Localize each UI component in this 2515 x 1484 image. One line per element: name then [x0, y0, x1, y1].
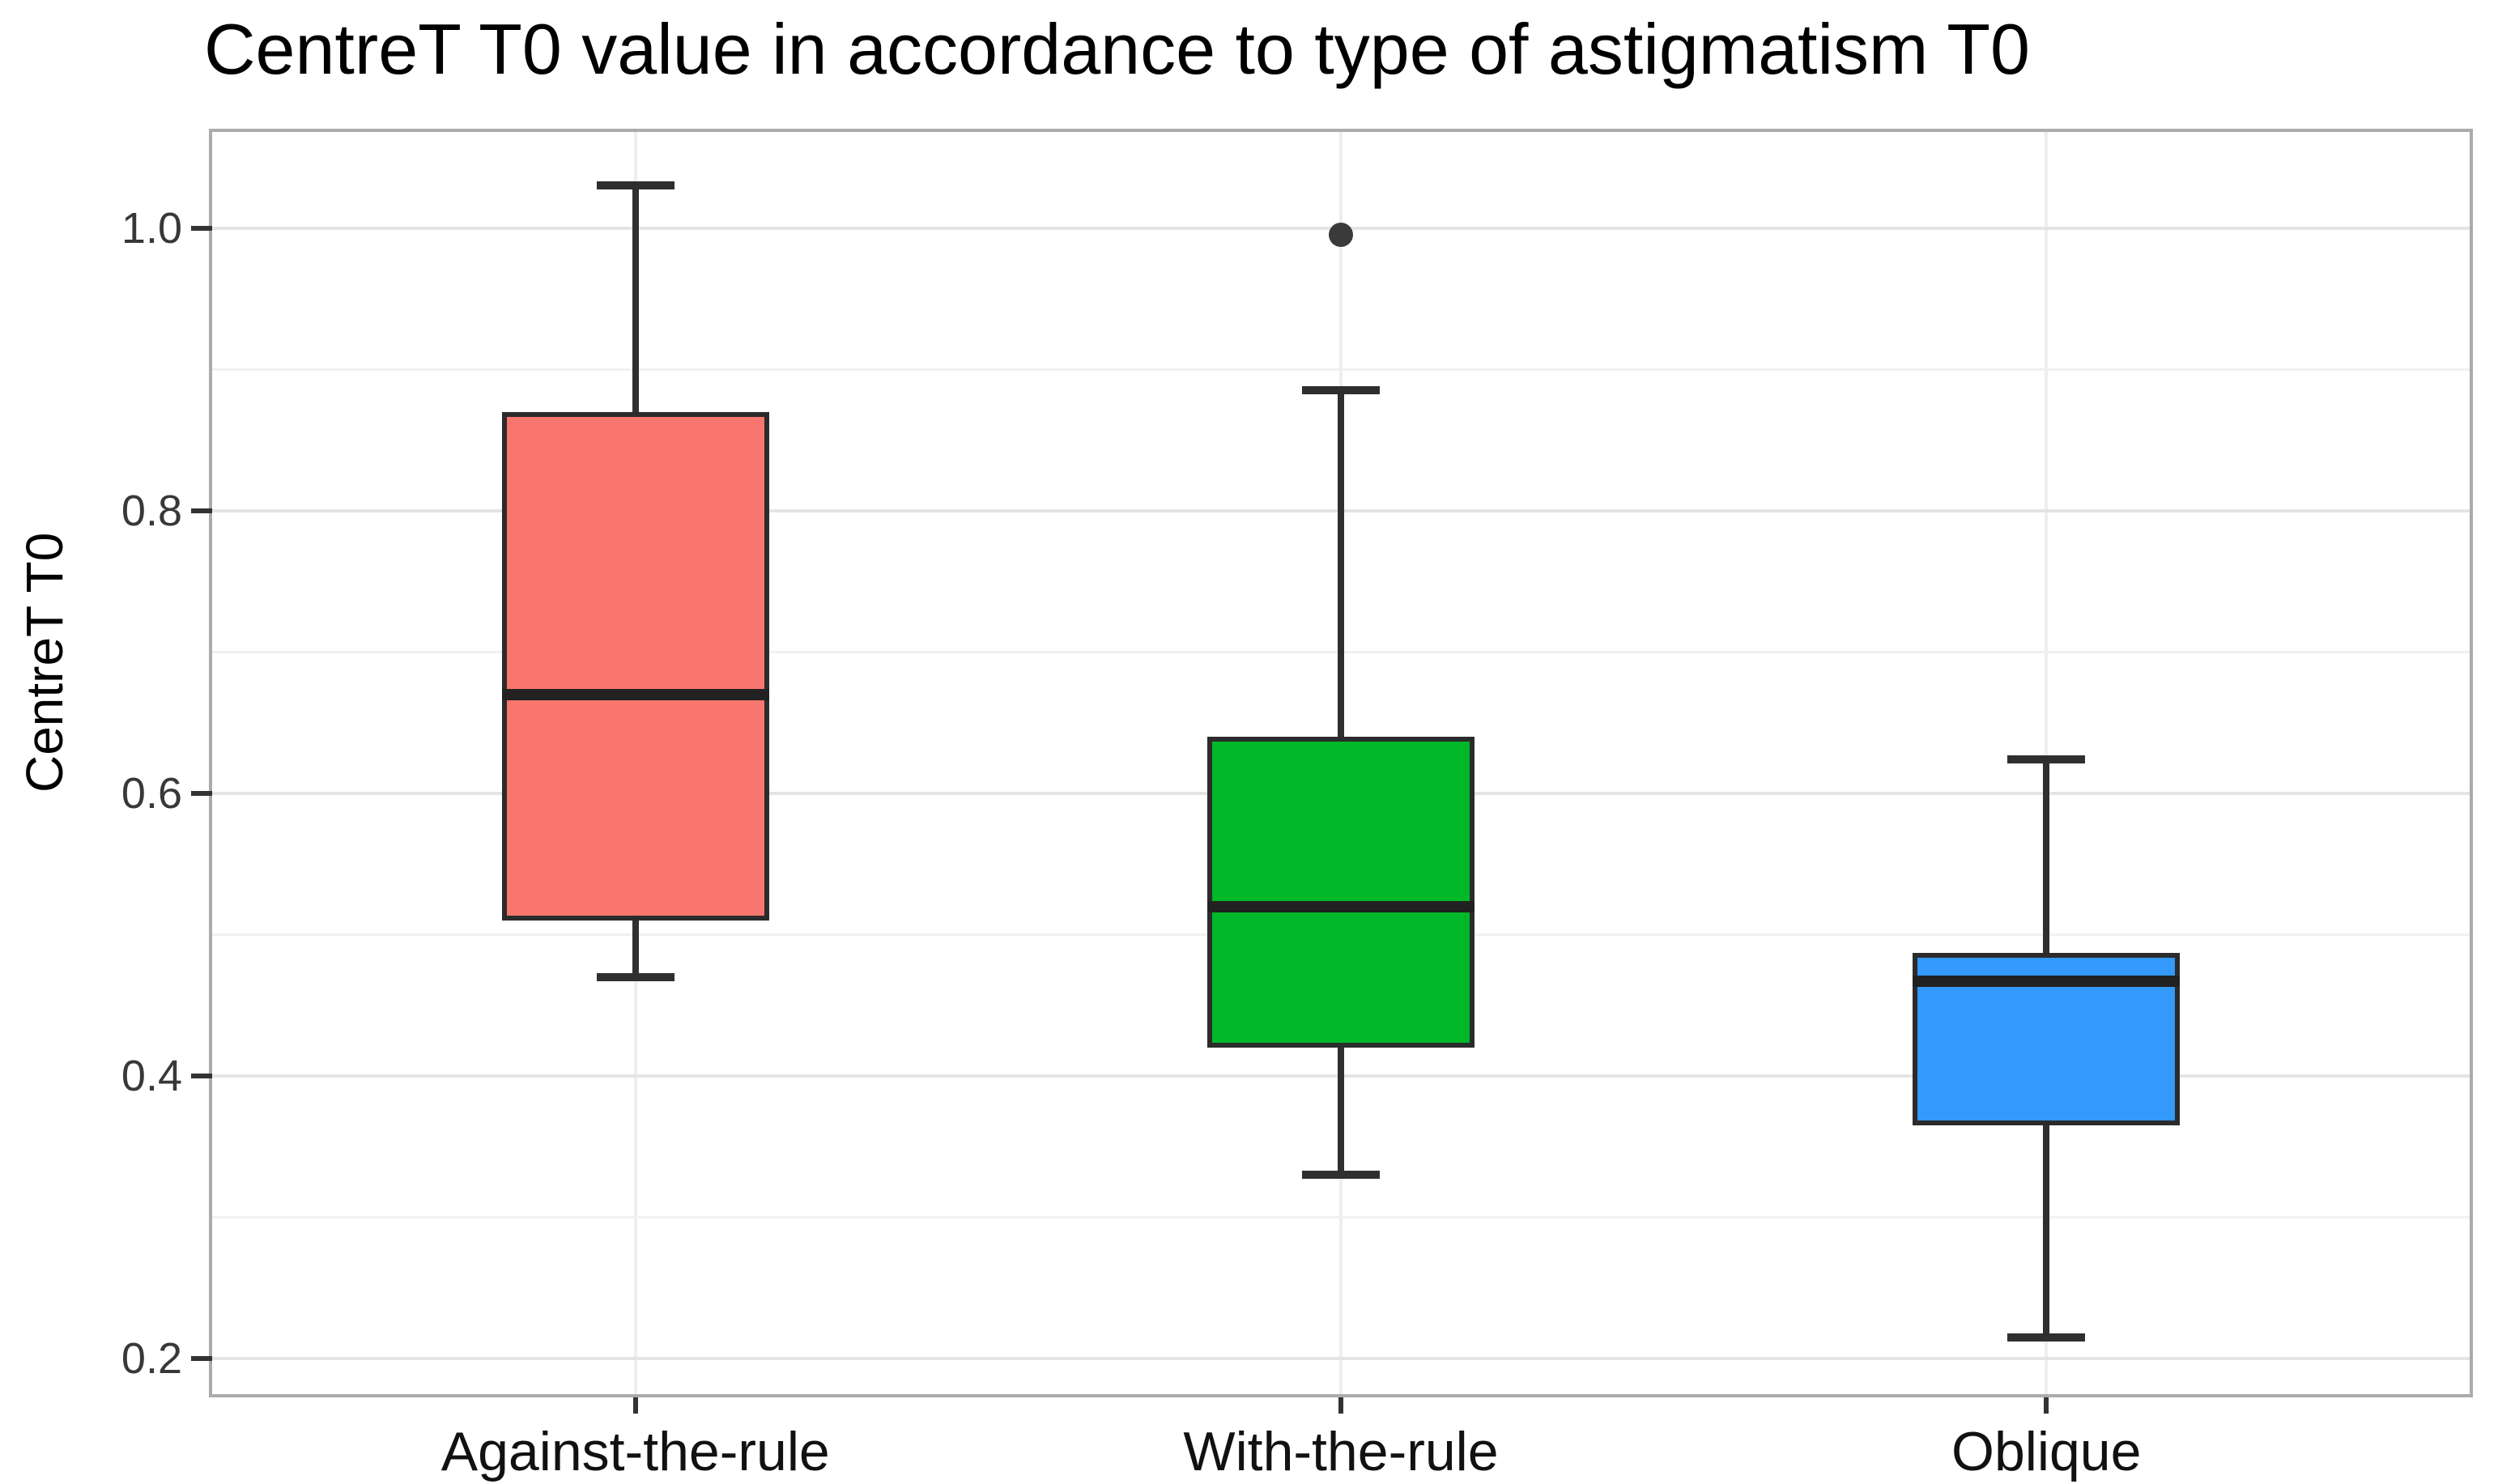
whisker-upper-against-the-rule — [632, 185, 639, 412]
gridline-major-0.2 — [212, 1357, 2470, 1361]
x-tick-mark-against-the-rule — [632, 1397, 638, 1414]
x-category-label-against-the-rule: Against-the-rule — [440, 1421, 830, 1482]
box-with-the-rule — [1207, 737, 1475, 1048]
x-category-label-oblique: Oblique — [1951, 1421, 2142, 1482]
y-tick-label-0.6: 0.6 — [121, 769, 182, 819]
y-tick-mark-1.0 — [191, 225, 212, 231]
gridline-minor-0.3 — [212, 1216, 2470, 1219]
whisker-cap-upper-oblique — [2007, 755, 2086, 764]
gridline-minor-0.9 — [212, 368, 2470, 371]
whisker-cap-upper-against-the-rule — [596, 181, 674, 190]
y-tick-label-0.8: 0.8 — [121, 486, 182, 535]
whisker-cap-upper-with-the-rule — [1302, 386, 1380, 395]
y-tick-mark-0.6 — [191, 791, 212, 797]
median-against-the-rule — [501, 688, 769, 700]
whisker-lower-oblique — [2043, 1125, 2050, 1338]
x-tick-mark-oblique — [2044, 1397, 2049, 1414]
whisker-cap-lower-with-the-rule — [1302, 1171, 1380, 1180]
whisker-cap-lower-against-the-rule — [596, 972, 674, 981]
y-tick-label-1.0: 1.0 — [121, 203, 182, 253]
box-against-the-rule — [501, 411, 769, 921]
whisker-lower-against-the-rule — [632, 921, 639, 977]
y-tick-label-0.4: 0.4 — [121, 1052, 182, 1101]
median-oblique — [1913, 976, 2181, 988]
y-tick-label-0.2: 0.2 — [121, 1334, 182, 1384]
y-axis-label: CentreT T0 — [15, 532, 74, 793]
y-tick-mark-0.2 — [191, 1356, 212, 1362]
whisker-upper-oblique — [2043, 759, 2050, 954]
chart-title: CentreT T0 value in accordance to type o… — [204, 9, 2030, 89]
outlier-with-the-rule-0 — [1329, 223, 1353, 248]
y-tick-mark-0.8 — [191, 508, 212, 513]
whisker-lower-with-the-rule — [1338, 1048, 1344, 1176]
x-category-label-with-the-rule: With-the-rule — [1183, 1421, 1499, 1482]
median-with-the-rule — [1207, 900, 1475, 912]
whisker-upper-with-the-rule — [1338, 390, 1344, 738]
y-tick-mark-0.4 — [191, 1074, 212, 1079]
whisker-cap-lower-oblique — [2007, 1333, 2086, 1342]
x-tick-mark-with-the-rule — [1338, 1397, 1343, 1414]
